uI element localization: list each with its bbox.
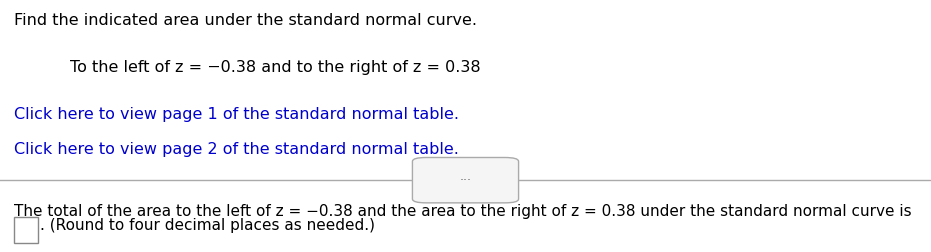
Text: Click here to view page 1 of the standard normal table.: Click here to view page 1 of the standar… bbox=[14, 107, 459, 122]
Text: ···: ··· bbox=[460, 174, 471, 187]
Text: The total of the area to the left of z = −0.38 and the area to the right of z = : The total of the area to the left of z =… bbox=[14, 204, 911, 219]
Text: To the left of z = −0.38 and to the right of z = 0.38: To the left of z = −0.38 and to the righ… bbox=[70, 60, 480, 76]
FancyBboxPatch shape bbox=[412, 158, 519, 203]
Text: Find the indicated area under the standard normal curve.: Find the indicated area under the standa… bbox=[14, 13, 477, 28]
Text: Click here to view page 2 of the standard normal table.: Click here to view page 2 of the standar… bbox=[14, 142, 459, 158]
Text: . (Round to four decimal places as needed.): . (Round to four decimal places as neede… bbox=[40, 218, 375, 233]
FancyBboxPatch shape bbox=[14, 217, 38, 243]
